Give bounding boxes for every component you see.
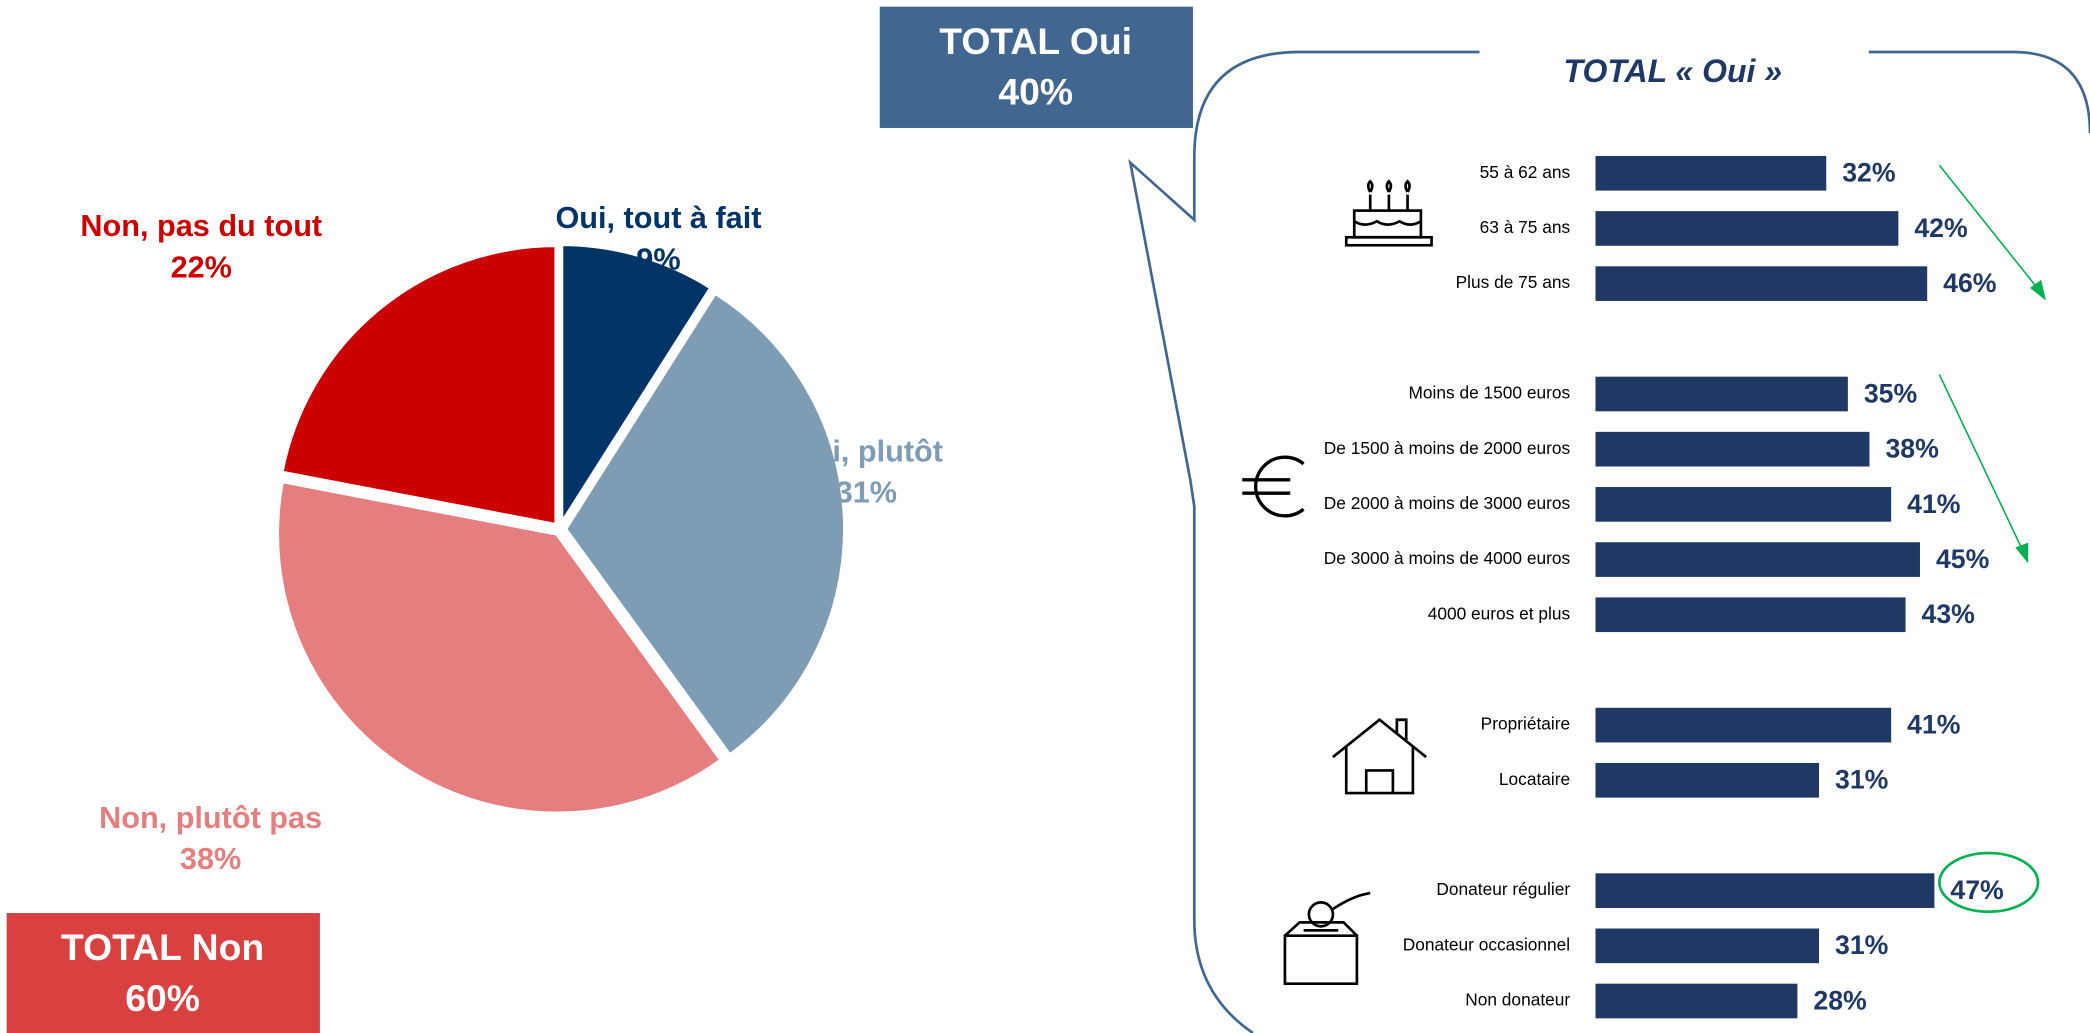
bar-category: Donateur régulier [1436,879,1570,899]
pie-slice [562,289,848,759]
slice-label: Oui, tout à fait [555,201,761,235]
bar-category: Locataire [1499,769,1570,789]
euro-icon [1242,455,1305,518]
slice-value-label: 31% [836,476,897,510]
bar-value-label: 32% [1842,158,1895,188]
highlight-ellipse [1938,851,2040,914]
bar [1595,928,1820,964]
bar-category: 4000 euros et plus [1428,603,1571,623]
total-label: TOTAL Non [61,926,264,968]
arrow-head [2030,279,2046,301]
bar-category: 55 à 62 ans [1480,162,1571,182]
arrow-head [2015,542,2029,564]
slice-value-label: 38% [180,842,241,876]
donation-icon [1283,891,1371,986]
total-value: 60% [125,977,200,1019]
bar [1595,707,1892,743]
bar-category: De 1500 à moins de 2000 euros [1324,438,1571,458]
bar-category: Moins de 1500 euros [1408,383,1570,403]
bar [1595,431,1870,467]
bar-title: TOTAL « Oui » [1564,53,1783,89]
total-box [879,6,1193,128]
pie-slice [275,478,725,816]
arrows [1938,164,2046,564]
bar-value-label: 42% [1914,213,1967,243]
bar [1595,211,1899,246]
bar [1595,376,1848,412]
bar [1595,487,1892,522]
house-icon [1332,718,1428,795]
slice-value-label: 9% [636,242,680,276]
bar-value-label: 46% [1943,268,1996,298]
bar-value-label: 41% [1907,489,1960,519]
bar-category: Plus de 75 ans [1456,272,1571,292]
bar [1595,983,1798,1019]
bar [1595,597,1906,633]
bar-value-label: 38% [1886,434,1939,464]
bar-value-label: 41% [1907,709,1960,739]
slice-label: Non, plutôt pas [99,801,322,835]
bar-value-label: 35% [1864,378,1917,408]
pie-slice [279,243,559,528]
bar [1595,155,1827,191]
total-box [6,913,320,1033]
slice-label: Non, pas du tout [80,209,322,243]
total-label: TOTAL Oui [939,20,1132,62]
bar [1595,873,1935,908]
slice-label: Oui, plutôt [790,434,943,468]
bar-category: 63 à 75 ans [1480,217,1571,237]
trend-arrow [1938,374,2025,553]
bar-category: Non donateur [1465,990,1570,1010]
bar-category: Donateur occasionnel [1403,934,1570,954]
trend-arrow [1938,164,2040,292]
bar [1595,266,1928,301]
total-value: 40% [998,70,1073,112]
bar-value-label: 45% [1936,544,1989,574]
cake-icon [1344,179,1433,247]
bar [1595,762,1820,798]
bar-category: De 3000 à moins de 4000 euros [1324,548,1571,568]
bar-category: Propriétaire [1481,714,1570,734]
bar-category: De 2000 à moins de 3000 euros [1324,493,1571,513]
bar-value-label: 31% [1835,930,1888,960]
pie-slice [559,242,715,531]
bar [1595,542,1920,577]
callout-bubble [1128,50,2090,1033]
bar-value-label: 31% [1835,765,1888,795]
bar-value-label: 43% [1922,599,1975,629]
bar-value-label: 28% [1813,985,1866,1015]
slice-value-label: 22% [171,250,232,284]
bar-value-label: 47% [1950,875,2003,905]
